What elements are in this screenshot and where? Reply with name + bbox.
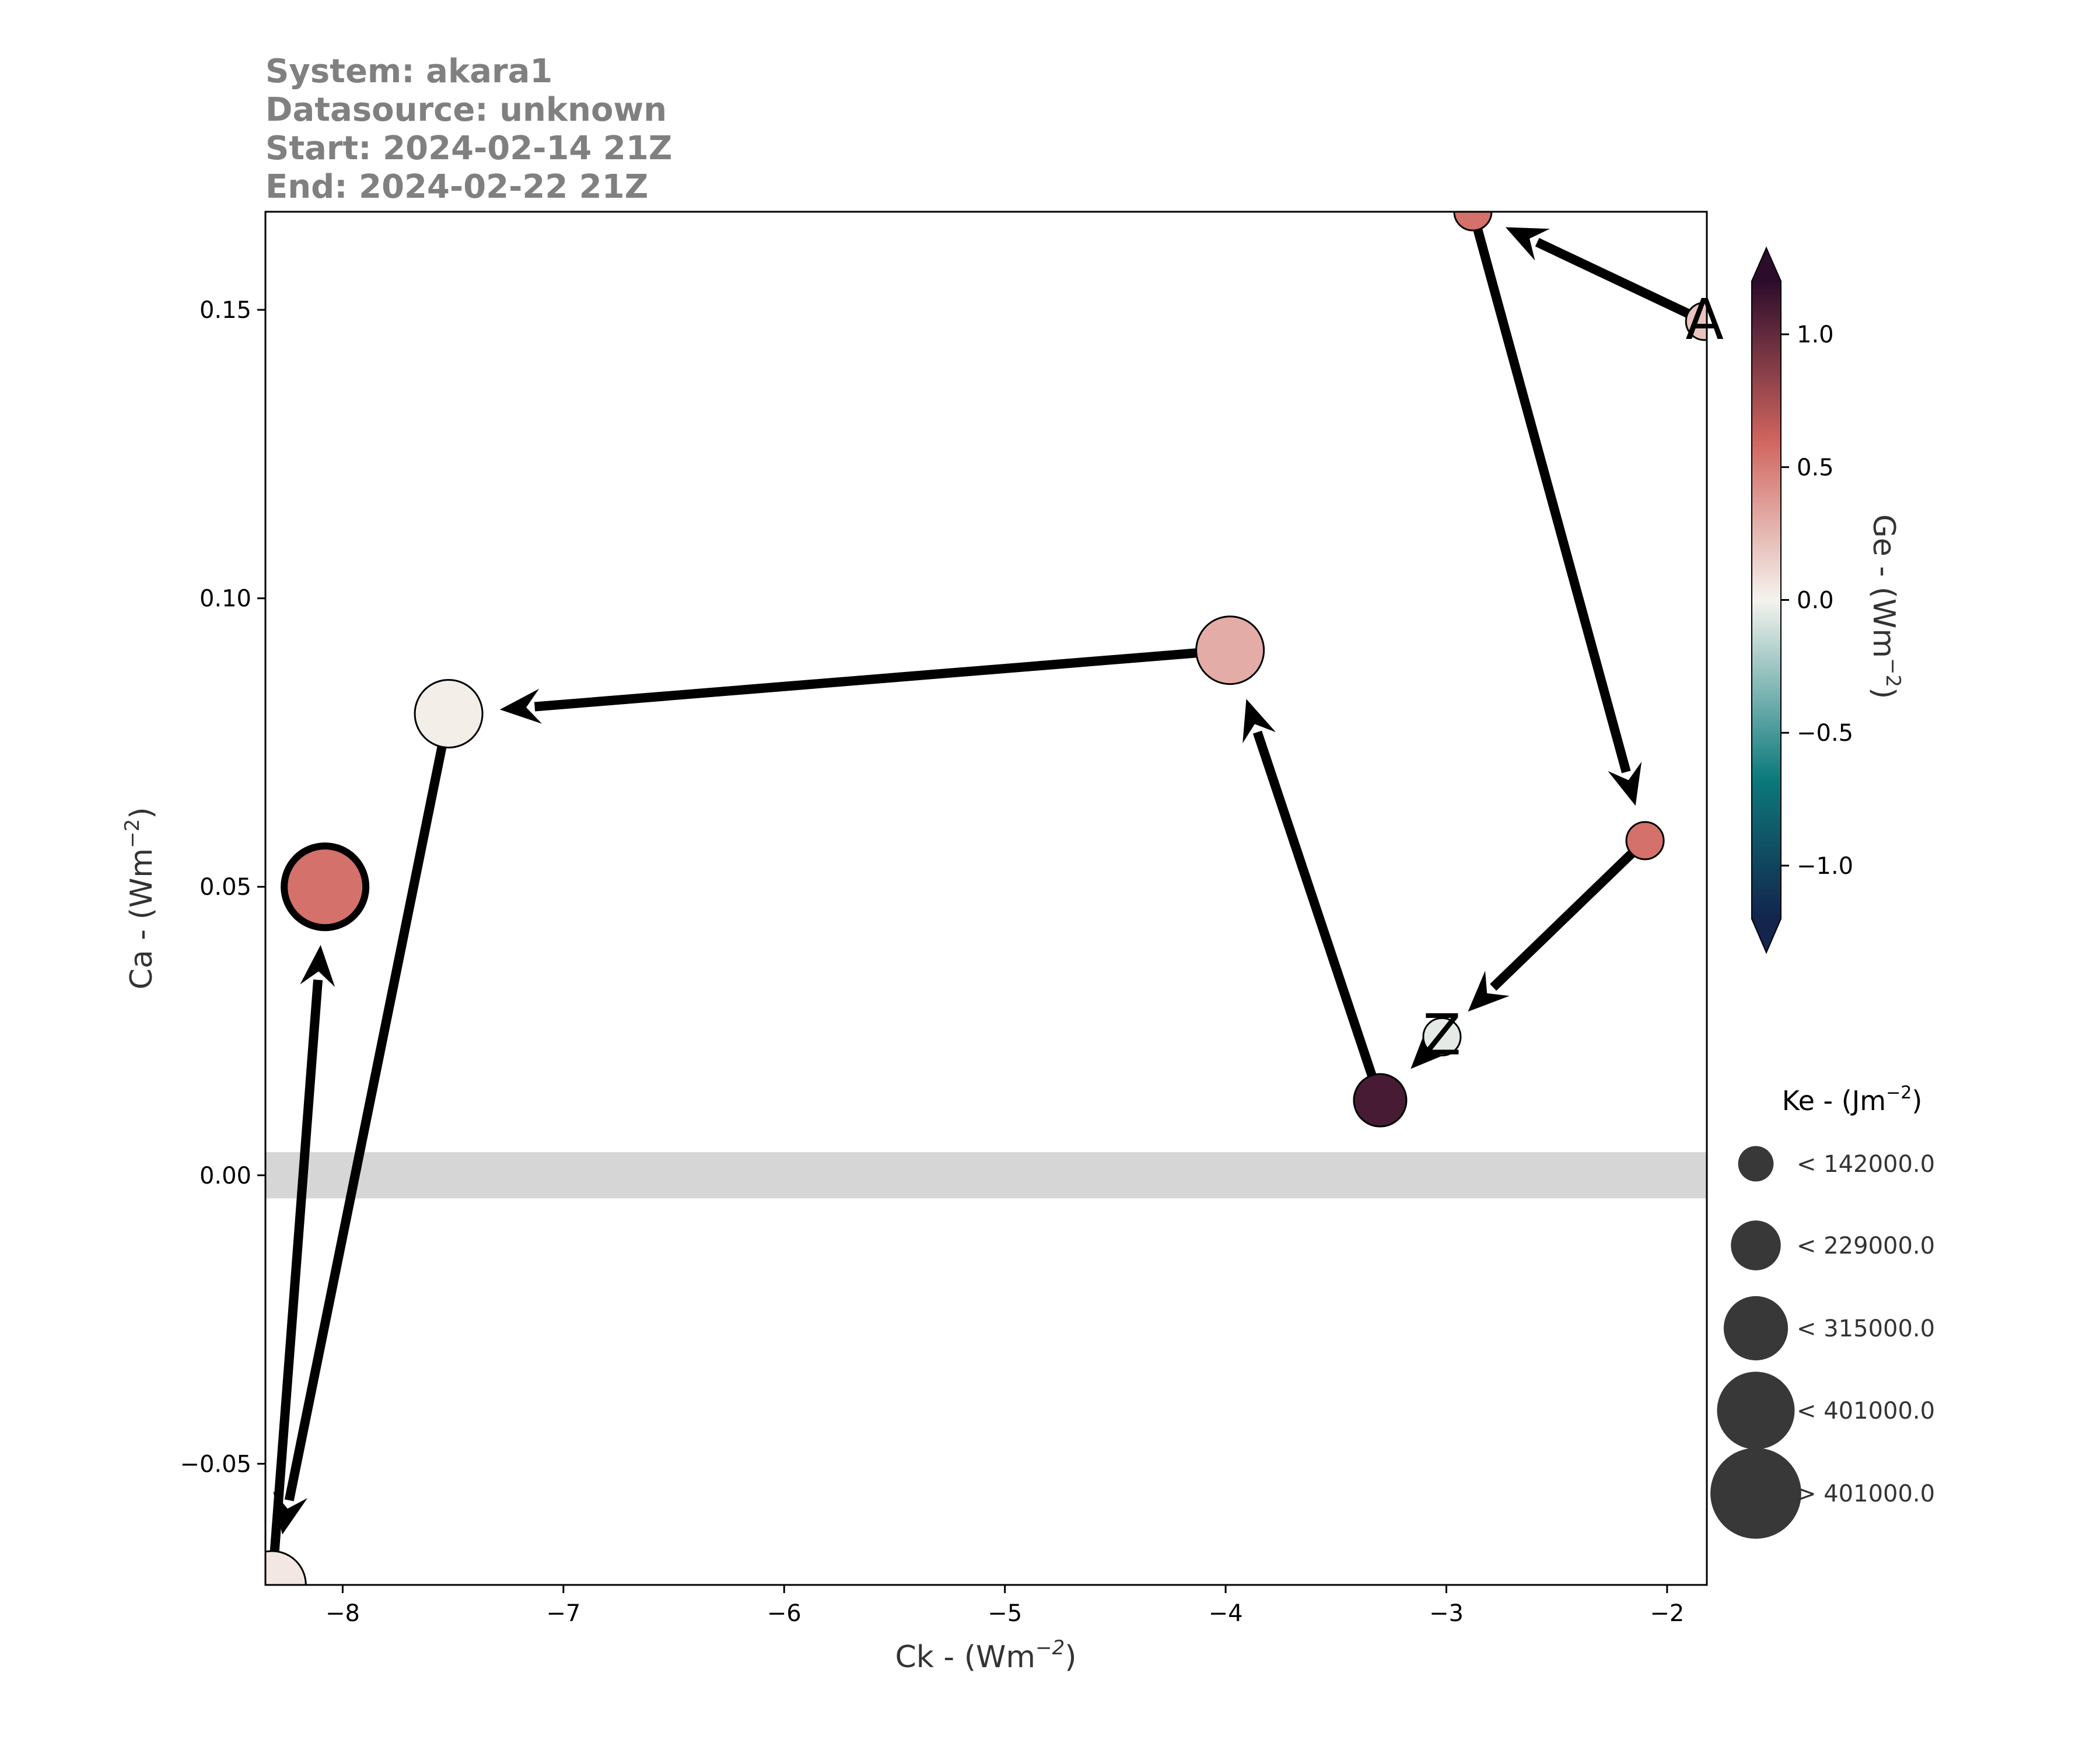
x-axis-ticks: −8 −7 −6 −5 −4 −3 −2 [326,1585,1684,1627]
zero-band [265,1152,1707,1199]
size-legend-title: Ke - (Jm−2) [1782,1083,1923,1116]
start-label: Start: 2024-02-14 21Z [265,130,673,167]
colorbar-gradient [1752,281,1781,919]
colorbar: −1.0 −0.5 0.0 0.5 1.0 Ge - (Wm−2) [1751,246,1905,954]
x-tick-label: −4 [1209,1600,1243,1627]
size-legend-label: < 229000.0 [1797,1233,1935,1259]
x-tick-label: −7 [546,1600,580,1627]
system-label: System: akara1 [265,52,553,90]
trajectory-segment [1470,218,1631,774]
size-legend-marker [1738,1146,1774,1182]
trajectory-arrowhead [300,944,335,987]
y-axis-ticks: −0.05 0.00 0.05 0.10 0.15 [180,297,265,1478]
trajectory-arrowhead [1468,971,1510,1012]
x-tick-label: −6 [767,1600,802,1627]
y-tick-label: 0.05 [200,874,251,901]
size-legend-label: < 401000.0 [1797,1398,1935,1424]
plot-frame [264,211,1708,1586]
x-tick-label: −2 [1650,1600,1684,1627]
data-point [414,678,484,748]
trajectory-arrowhead [1505,227,1550,261]
size-legend-marker [1710,1448,1801,1539]
colorbar-tick-label: −0.5 [1797,720,1853,747]
colorbar-outline [1751,246,1782,954]
data-point [1195,615,1265,685]
data-point [1353,1073,1408,1128]
trajectory-segment [1252,730,1381,1092]
trajectory-arrowhead [1242,699,1276,744]
data-points: AZ [265,212,1724,1585]
colorbar-low-extend [1752,919,1781,953]
size-legend-label: > 401000.0 [1797,1480,1935,1507]
trajectory-arrowhead [499,688,542,724]
colorbar-tick-label: 0.5 [1797,454,1834,481]
trajectory-segment [1535,237,1700,323]
point-label: A [1685,287,1724,352]
trajectory-segment [534,646,1217,712]
y-tick-label: −0.05 [180,1451,251,1478]
size-legend-marker [1717,1371,1795,1450]
colorbar-tick-label: −1.0 [1797,853,1853,880]
chart-header: System: akara1 Datasource: unknown Start… [265,52,672,206]
size-legend-marker [1723,1296,1788,1361]
data-point [265,1550,307,1585]
colorbar-tick-label: 1.0 [1797,321,1834,348]
x-tick-label: −3 [1429,1600,1464,1627]
colorbar-tick-label: 0.0 [1797,587,1834,614]
trajectory-path [268,218,1700,1572]
point-label: Z [1423,1002,1461,1068]
y-axis-label: Ca - (Wm−2) [121,807,159,990]
end-label: End: 2024-02-22 21Z [265,168,649,206]
colorbar-ticks: −1.0 −0.5 0.0 0.5 1.0 [1781,321,1853,880]
datasource-label: Datasource: unknown [265,91,667,129]
trajectory-segment [268,979,323,1572]
size-legend-label: < 142000.0 [1797,1151,1935,1178]
data-point [1453,212,1493,232]
colorbar-label: Ge - (Wm−2) [1866,514,1905,699]
y-tick-label: 0.10 [200,586,251,612]
trajectory-arrowhead [1410,1027,1452,1069]
trajectory-segment [284,726,451,1502]
size-legend-label: < 315000.0 [1797,1315,1935,1342]
colorbar-high-extend [1752,248,1781,281]
data-point [1685,302,1707,341]
data-point [281,842,370,932]
y-tick-label: 0.15 [200,297,251,324]
x-tick-label: −5 [988,1600,1022,1627]
size-legend-marker [1731,1220,1781,1270]
size-legend: Ke - (Jm−2) < 142000.0 < 229000.0 < 315000… [1710,1083,1935,1539]
y-tick-label: 0.00 [200,1163,251,1189]
trajectory-segment [1490,842,1643,991]
x-axis-label: Ck - (Wm−2) [895,1636,1076,1675]
x-tick-label: −8 [326,1600,360,1627]
data-point [1625,821,1665,860]
trajectory-arrowhead [1608,761,1642,806]
data-point [1422,1017,1462,1056]
